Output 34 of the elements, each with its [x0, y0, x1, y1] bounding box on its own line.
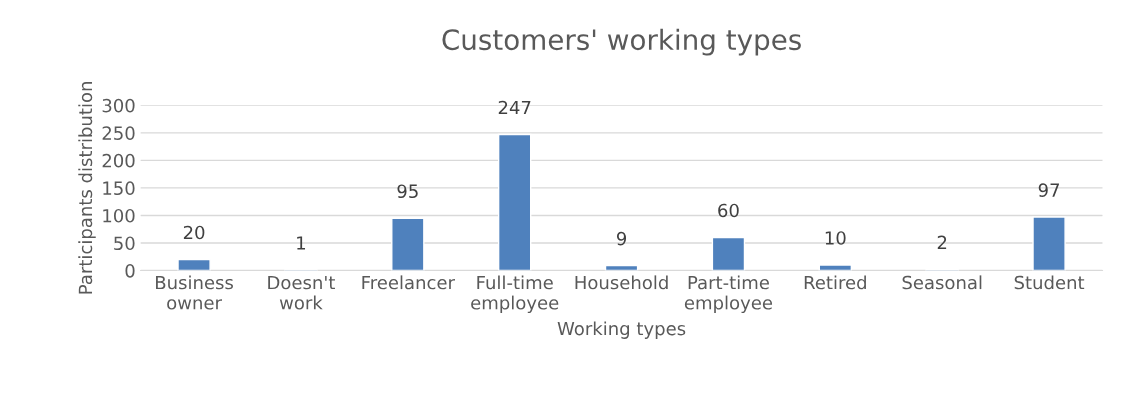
y-tick-label: 100: [103, 208, 135, 223]
x-tick-label: Seasonal: [902, 275, 982, 290]
data-label: 60: [718, 203, 739, 218]
y-axis-title: Participants distribution: [78, 82, 96, 294]
data-label: 10: [825, 231, 846, 245]
bar: [1032, 216, 1066, 271]
bar: [391, 217, 425, 271]
y-tick-label: 0: [125, 263, 135, 278]
y-tick-label: 200: [102, 153, 135, 168]
data-label: 1: [297, 236, 306, 250]
y-tick-label: 50: [114, 236, 135, 251]
data-label: 247: [498, 100, 531, 115]
y-tick-label: 300: [102, 98, 135, 113]
x-tick-label: Retired: [804, 275, 866, 290]
x-tick-label: Part-time employee: [684, 275, 773, 314]
data-label: 97: [1038, 183, 1060, 197]
y-tick-label: 250: [102, 126, 135, 140]
bar: [497, 133, 532, 271]
bar: [818, 264, 853, 271]
data-label: 20: [183, 225, 205, 240]
x-axis-title: Working types: [557, 321, 686, 339]
x-tick-label: Student: [1014, 275, 1085, 290]
data-label: 95: [397, 184, 418, 199]
x-tick-label: Household: [575, 275, 668, 290]
x-tick-label: Doesn't work: [268, 275, 335, 310]
x-tick-label: Freelancer: [362, 275, 455, 290]
bar: [177, 258, 211, 271]
x-tick-label: Business owner: [156, 275, 233, 310]
data-label: 9: [616, 231, 627, 246]
data-label: 2: [937, 235, 947, 249]
bar: [711, 236, 746, 271]
x-tick-label: Full-time employee: [471, 275, 559, 314]
y-tick-label: 150: [103, 181, 135, 196]
chart-title: Customers' working types: [442, 28, 801, 56]
